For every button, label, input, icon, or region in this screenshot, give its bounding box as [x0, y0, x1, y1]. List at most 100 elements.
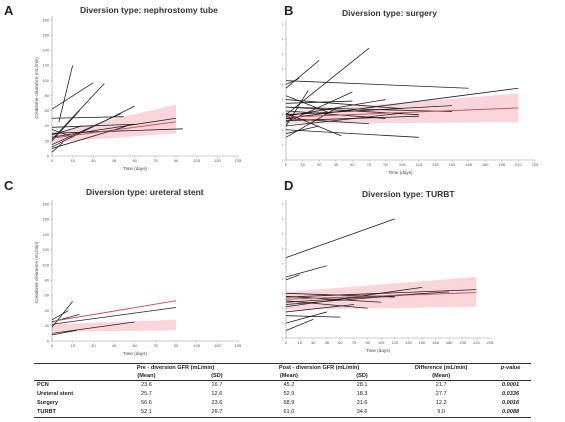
x-tick-label: 0 [51, 343, 54, 348]
post-mean-cell: 52.9 [283, 391, 295, 397]
patient-line [285, 319, 314, 331]
patient-line [285, 315, 341, 318]
y-tick-label: 0 [282, 335, 284, 340]
patient-line [285, 95, 331, 114]
patient-line [285, 112, 403, 127]
patient-line [51, 113, 122, 146]
x-tick-label: 180 [446, 340, 453, 345]
y-tick-label: 160 [282, 216, 284, 221]
x-tick-label: 225 [487, 340, 494, 345]
patient-line [51, 329, 77, 336]
patient-line [285, 118, 370, 125]
x-tick-label: 135 [235, 158, 242, 163]
diff-cell: 27.7 [435, 391, 447, 397]
subheader-post-sd: (SD) [331, 372, 393, 381]
subheader-cell [34, 372, 106, 381]
table-row: Ureteral stent 25.7 12.6 52.9 18.3 27.7 … [34, 390, 531, 399]
x-tick-label: 90 [174, 343, 179, 348]
x-tick-label: 45 [112, 343, 117, 348]
x-tick-label: 210 [515, 162, 522, 167]
x-tick-label: 15 [300, 162, 305, 167]
patient-line [51, 142, 64, 153]
x-axis-label: Time (days) [123, 351, 148, 356]
x-tick-label: 30 [91, 158, 96, 163]
x-tick-label: 135 [235, 343, 242, 348]
x-tick-label: 195 [459, 340, 466, 345]
patient-line [285, 78, 300, 85]
y-tick-label: 60 [45, 293, 50, 298]
chart-surgery: 0 20 40 60 80 100 120 140 160 180 0 15 30 45 60 75 90 105… [282, 20, 539, 175]
patient-line [51, 310, 69, 321]
y-tick-label: 0 [282, 157, 284, 162]
y-tick-label: 80 [45, 93, 50, 98]
y-tick-label: 140 [42, 48, 49, 53]
table-row: PCN 23.6 16.7 45.2 28.1 21.7 0.0001 [34, 381, 531, 391]
pre-sd-cell: 23.6 [211, 400, 223, 406]
patient-line [285, 80, 469, 89]
patient-line [285, 115, 419, 122]
x-tick-label: 210 [473, 340, 480, 345]
x-axis-label: Time (days) [123, 166, 148, 171]
patient-line [51, 105, 135, 148]
header-difference: Difference (mL/min) [392, 363, 491, 372]
y-tick-label: 60 [282, 112, 284, 117]
p-value-cell: 0.0001 [501, 382, 520, 388]
patient-line [51, 117, 177, 138]
y-tick-label: 40 [45, 308, 50, 313]
patient-line [285, 218, 395, 258]
table-row: TURBT 52.1 26.7 61.0 34.6 9.0 0.0088 [34, 408, 531, 418]
x-tick-label: 60 [132, 343, 137, 348]
post-sd-cell: 34.6 [331, 408, 393, 418]
patient-line [51, 82, 94, 110]
y-tick-label: 40 [282, 306, 284, 311]
y-tick-label: 40 [282, 127, 284, 132]
pre-mean-cell: 23.6 [140, 382, 152, 388]
post-sd-cell: 18.3 [356, 391, 368, 397]
y-axis-label: Creatinine clearance (mL/min) [34, 241, 39, 303]
x-tick-label: 45 [325, 340, 330, 345]
header-post-diversion: Post - diversion GFR (mL/min) [245, 363, 393, 372]
subheader-pre-sd: (SD) [187, 372, 246, 381]
chart-title: Diversion type: TURBT [362, 189, 455, 199]
panel-c: C Diversion type: ureteral stent 0 20 40 60… [0, 176, 282, 362]
x-tick-label: 0 [285, 340, 288, 345]
chart-title: Diversion type: surgery [342, 8, 437, 18]
x-tick-label: 120 [415, 162, 422, 167]
pre-sd-cell: 12.6 [211, 391, 223, 397]
table-subheader-row: (Mean) (SD) (Mean) (SD) (Mean) [34, 372, 531, 381]
y-tick-label: 180 [42, 17, 49, 22]
y-tick-label: 100 [282, 82, 284, 87]
patient-line [285, 99, 386, 117]
p-value-cell: 0.0336 [501, 391, 520, 397]
y-tick-label: 60 [45, 108, 50, 113]
y-tick-label: 80 [45, 278, 50, 283]
mean-fit-line [51, 300, 177, 322]
y-tick-label: 20 [45, 323, 50, 328]
x-tick-label: 0 [51, 158, 54, 163]
subheader-pre-mean: (Mean) [105, 372, 188, 381]
patient-line [51, 83, 105, 140]
x-tick-label: 105 [399, 162, 406, 167]
y-tick-label: 120 [282, 246, 284, 251]
group-cell: PCN [37, 382, 49, 388]
post-mean-cell: 68.9 [283, 400, 295, 406]
x-tick-label: 30 [91, 343, 96, 348]
patient-line [51, 128, 183, 134]
x-tick-label: 60 [350, 162, 355, 167]
y-tick-label: 140 [282, 231, 284, 236]
x-tick-label: 75 [352, 340, 357, 345]
x-tick-label: 105 [193, 343, 200, 348]
x-tick-label: 165 [465, 162, 472, 167]
patient-line [51, 123, 135, 128]
panel-d: D Diversion type: TURBT 0 20 40 60 80 100 120 1… [282, 176, 565, 362]
patient-line [285, 311, 327, 324]
post-mean-cell: 61.0 [245, 408, 332, 418]
subheader-cell [490, 372, 531, 381]
confidence-band [52, 104, 176, 143]
y-tick-label: 140 [42, 232, 49, 237]
panel-a: A Diversion type: nephrostomy tube 0 20 40… [0, 0, 282, 180]
patient-line [285, 295, 382, 303]
header-cell [34, 363, 106, 372]
panel-label: A [4, 3, 14, 18]
x-tick-label: 195 [498, 162, 505, 167]
